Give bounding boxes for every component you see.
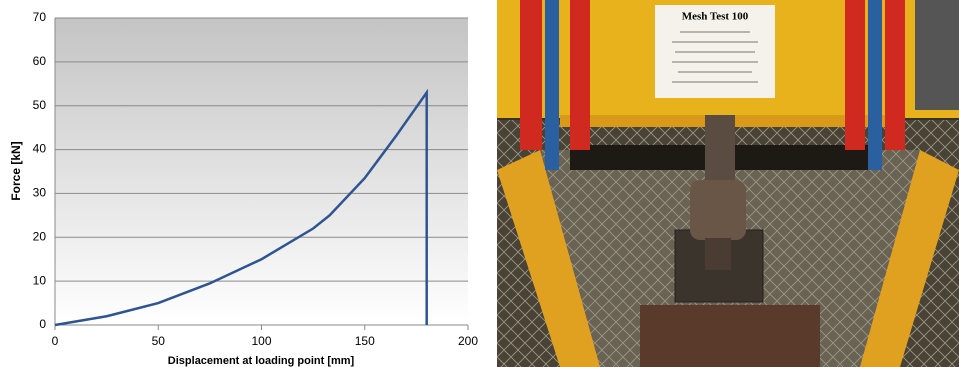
chart: 0 10 20 30 40 50 60 70 0 50 100 150 200	[33, 10, 479, 348]
red-post	[520, 0, 542, 150]
y-tick-label: 60	[33, 54, 47, 68]
x-tick-label: 0	[52, 334, 59, 348]
red-post	[570, 0, 590, 150]
y-tick-label: 70	[33, 10, 47, 24]
x-tick-label: 150	[355, 334, 375, 348]
photo: Mesh Test 100	[497, 0, 959, 367]
plot-area	[55, 18, 468, 325]
y-axis-label: Force [kN]	[9, 141, 23, 200]
y-tick-label: 50	[33, 98, 47, 112]
y-tick-label: 30	[33, 186, 47, 200]
data-line	[54, 88, 428, 327]
loading-head	[705, 238, 731, 270]
x-tick-label: 100	[251, 334, 271, 348]
blue-post	[868, 0, 882, 170]
x-tick-label: 50	[152, 334, 166, 348]
y-tick-label: 40	[33, 142, 47, 156]
y-tick-label: 0	[39, 317, 46, 331]
grey-box	[915, 0, 959, 110]
load-cell	[690, 180, 746, 240]
x-tick-label: 200	[458, 334, 478, 348]
blue-post	[545, 0, 559, 170]
sign-title: Mesh Test 100	[682, 11, 749, 23]
x-axis-label: Displacement at loading point [mm]	[168, 355, 355, 367]
red-post	[885, 0, 905, 150]
y-tick-label: 20	[33, 229, 47, 243]
y-tick-label: 10	[33, 273, 47, 287]
right-beam	[860, 150, 959, 367]
red-post	[845, 0, 865, 150]
board	[640, 305, 820, 367]
left-beam	[497, 150, 600, 367]
